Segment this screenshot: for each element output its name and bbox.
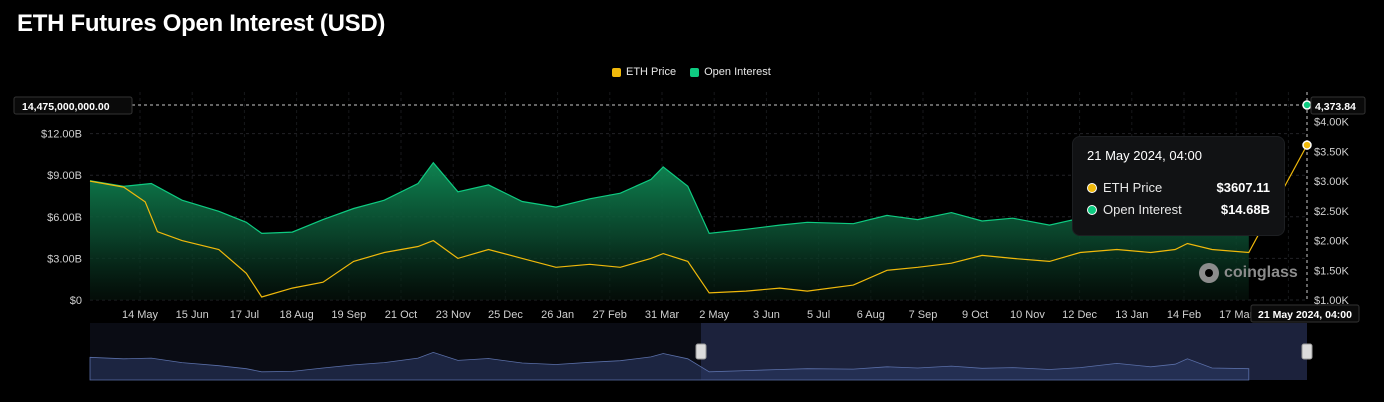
- x-tick-label: 18 Aug: [279, 309, 313, 321]
- tooltip-value-open-interest: $14.68B: [1220, 202, 1270, 217]
- tooltip: 21 May 2024, 04:00 ETH Price $3607.11 Op…: [1072, 136, 1285, 236]
- navigator-right-handle[interactable]: [1301, 343, 1313, 360]
- y-left-tick-label: $0: [70, 295, 82, 307]
- tooltip-date: 21 May 2024, 04:00: [1087, 148, 1202, 163]
- tooltip-value-eth-price: $3607.11: [1216, 180, 1270, 195]
- y-right-tick-label: $2.00K: [1314, 236, 1350, 248]
- crosshair-layer: 14,475,000,000.00 4,373.84 21 May 2024, 04…: [13, 92, 1366, 323]
- tooltip-name-open-interest: Open Interest: [1103, 202, 1182, 217]
- y-left-tick-label: $3.00B: [47, 253, 82, 265]
- y-right-tick-label: $4.00K: [1314, 117, 1350, 129]
- x-tick-label: 17 Jul: [230, 309, 259, 321]
- x-tick-label: 14 Feb: [1167, 309, 1201, 321]
- x-tick-label: 31 Mar: [645, 309, 680, 321]
- x-tick-label: 9 Oct: [962, 309, 988, 321]
- x-tick-label: 17 Mar: [1219, 309, 1254, 321]
- x-tick-label: 5 Jul: [807, 309, 830, 321]
- x-tick-label: 2 May: [699, 309, 729, 321]
- y-left-tick-label: $9.00B: [47, 170, 82, 182]
- y-right-tick-label: $3.00K: [1314, 176, 1350, 188]
- x-tick-label: 23 Nov: [436, 309, 471, 321]
- tooltip-dot-eth-price: [1087, 182, 1097, 193]
- chart-title: ETH Futures Open Interest (USD): [17, 10, 386, 37]
- crosshair-left-label: 14,475,000,000.00: [22, 101, 110, 113]
- x-tick-label: 27 Feb: [593, 309, 627, 321]
- y-right-tick-label: $2.50K: [1314, 206, 1350, 218]
- x-tick-label: 21 Oct: [385, 309, 417, 321]
- x-tick-label: 19 Sep: [331, 309, 366, 321]
- axis-labels: $0 $3.00B $6.00B $9.00B $12.00B $1.00K $1.50K $…: [41, 117, 1350, 321]
- crosshair-date-label: 21 May 2024, 04:00: [1258, 309, 1352, 321]
- legend-swatch-eth-price: [612, 67, 621, 77]
- y-right-tick-label: $1.50K: [1314, 265, 1350, 277]
- coinglass-watermark: coinglass: [1199, 263, 1298, 283]
- legend-swatch-open-interest: [690, 67, 700, 77]
- x-tick-label: 10 Nov: [1010, 309, 1045, 321]
- legend-item-eth-price[interactable]: ETH Price: [612, 66, 676, 78]
- y-left-tick-label: $6.00B: [47, 212, 82, 224]
- y-right-tick-label: $3.50K: [1314, 146, 1350, 158]
- coinglass-logo-icon: [1199, 263, 1219, 283]
- legend-label-open-interest: Open Interest: [704, 66, 771, 78]
- x-tick-label: 15 Jun: [176, 309, 209, 321]
- crosshair-date-label-bg: [1250, 304, 1360, 323]
- x-tick-label: 7 Sep: [909, 309, 938, 321]
- open-interest-area: [90, 162, 1249, 300]
- chart-legend: ETH Price Open Interest: [612, 66, 771, 78]
- crosshair-right-label-bg: [1310, 96, 1366, 115]
- y-left-tick-label: $12.00B: [41, 129, 82, 141]
- crosshair-right-label: 4,373.84: [1315, 101, 1356, 113]
- x-tick-label: 25 Dec: [488, 309, 523, 321]
- highlight-point-open-interest: [1302, 100, 1312, 110]
- y-right-tick-label: $1.00K: [1314, 295, 1350, 307]
- crosshair-left-label-bg: [13, 96, 133, 115]
- x-tick-label: 12 Dec: [1062, 309, 1097, 321]
- series-area-layer: [89, 144, 1308, 300]
- range-navigator[interactable]: [89, 323, 1313, 381]
- x-tick-label: 14 May: [122, 309, 159, 321]
- legend-item-open-interest[interactable]: Open Interest: [690, 66, 771, 78]
- tooltip-dot-open-interest: [1087, 204, 1097, 215]
- x-tick-label: 26 Jan: [541, 309, 574, 321]
- watermark-text: coinglass: [1224, 264, 1298, 281]
- eth-price-line: [89, 144, 1308, 298]
- x-tick-label: 13 Jan: [1115, 309, 1148, 321]
- navigator-left-handle[interactable]: [695, 343, 707, 360]
- highlight-point-eth-price: [1302, 140, 1312, 150]
- legend-label-eth-price: ETH Price: [626, 66, 677, 78]
- tooltip-row-eth-price: ETH Price $3607.11: [1087, 180, 1270, 195]
- open-interest-line: [89, 161, 1249, 235]
- x-tick-label: 6 Aug: [857, 309, 885, 321]
- tooltip-row-open-interest: Open Interest $14.68B: [1087, 202, 1270, 217]
- tooltip-name-eth-price: ETH Price: [1103, 180, 1163, 195]
- navigator-series: [89, 351, 1250, 381]
- x-tick-label: 3 Jun: [753, 309, 780, 321]
